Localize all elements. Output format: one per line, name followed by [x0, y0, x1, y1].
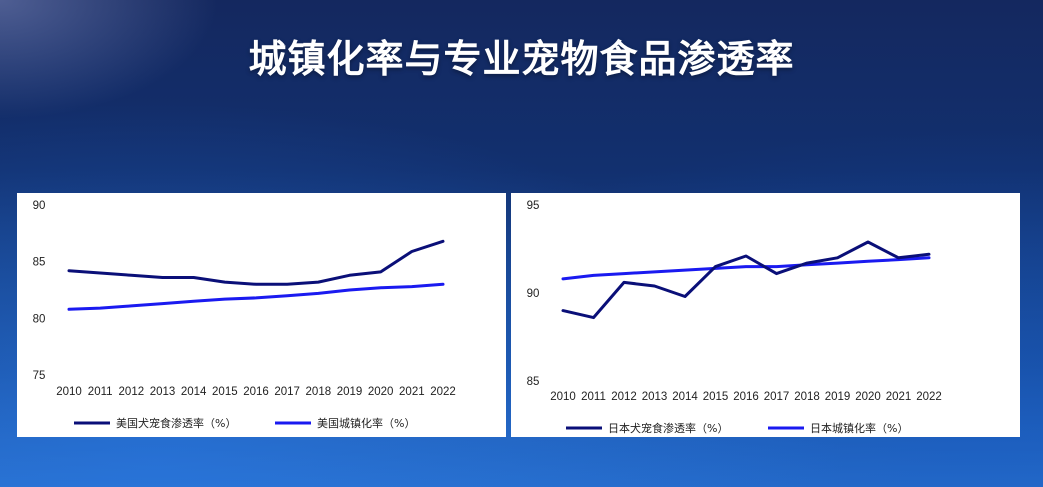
y-tick-label: 80 [33, 313, 46, 325]
y-tick-label: 90 [527, 288, 540, 300]
x-tick-label: 2012 [119, 386, 145, 398]
x-tick-label: 2021 [886, 391, 912, 403]
y-tick-label: 85 [33, 257, 46, 269]
x-tick-label: 2017 [274, 386, 300, 398]
us-line-chart: 75 80 85 90 2010 2011 2012 2013 2014 2015 2016 2017… [33, 200, 456, 430]
x-tick-label: 2020 [368, 386, 394, 398]
y-tick-label: 85 [527, 376, 540, 388]
x-tick-label: 2018 [794, 391, 820, 403]
x-tick-label: 2014 [672, 391, 698, 403]
x-tick-label: 2017 [764, 391, 790, 403]
us-series-line-1 [67, 282, 445, 311]
page-title: 城镇化率与专业宠物食品渗透率 [248, 37, 795, 81]
jp-series-line-0 [561, 240, 931, 320]
legend-label: 美国犬宠食渗透率（%） [116, 416, 236, 430]
x-tick-label: 2013 [642, 391, 668, 403]
x-tick-label: 2018 [306, 386, 332, 398]
x-tick-label: 2022 [916, 391, 942, 403]
legend-label: 美国城镇化率（%） [317, 416, 415, 430]
jp-series-line-1 [561, 256, 931, 281]
y-tick-label: 95 [527, 200, 540, 212]
x-tick-label: 2015 [703, 391, 729, 403]
x-tick-label: 2013 [150, 386, 176, 398]
x-tick-label: 2016 [733, 391, 759, 403]
x-tick-label: 2021 [399, 386, 425, 398]
legend-label: 日本犬宠食渗透率（%） [608, 421, 728, 435]
x-tick-label: 2014 [181, 386, 207, 398]
us-series-line-0 [67, 239, 445, 286]
x-tick-label: 2010 [550, 391, 576, 403]
y-tick-label: 75 [33, 370, 46, 382]
x-tick-label: 2019 [825, 391, 851, 403]
x-tick-label: 2019 [337, 386, 363, 398]
japan-chart-panel: 85 90 95 2010 2011 2012 2013 2014 2015 2016 2017 20… [511, 193, 1020, 437]
x-tick-label: 2011 [88, 386, 113, 398]
y-tick-label: 90 [33, 200, 46, 212]
x-tick-label: 2022 [430, 386, 456, 398]
japan-line-chart: 85 90 95 2010 2011 2012 2013 2014 2015 2016 2017 20… [527, 200, 942, 435]
legend-label: 日本城镇化率（%） [810, 421, 908, 435]
x-tick-label: 2015 [212, 386, 238, 398]
x-tick-label: 2020 [855, 391, 881, 403]
corner-glow [0, 0, 220, 120]
us-chart-panel: 75 80 85 90 2010 2011 2012 2013 2014 2015 2016 2017… [17, 193, 506, 437]
x-tick-label: 2010 [56, 386, 82, 398]
x-tick-label: 2012 [611, 391, 637, 403]
x-tick-label: 2016 [243, 386, 269, 398]
x-tick-label: 2011 [581, 391, 606, 403]
